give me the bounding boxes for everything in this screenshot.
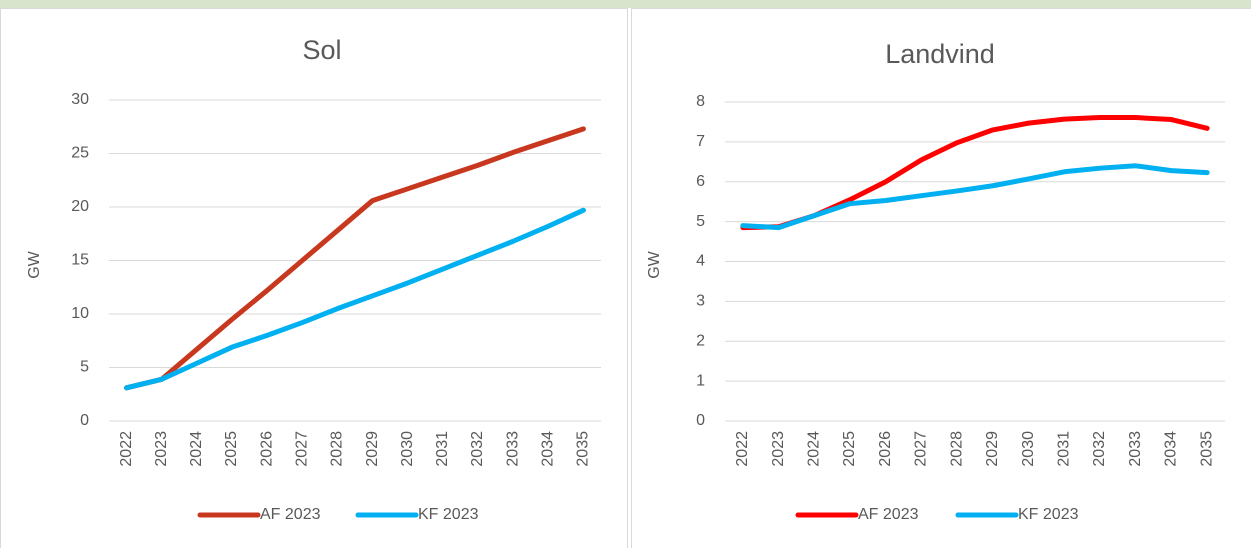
x-tick-label: 2023	[770, 431, 787, 467]
x-tick-label: 2033	[1127, 431, 1144, 467]
series-line	[740, 115, 1210, 231]
y-tick-label: 5	[696, 213, 705, 230]
x-tick-label: 2030	[399, 431, 416, 467]
y-tick-label: 5	[80, 359, 89, 376]
x-tick-label: 2029	[364, 431, 381, 467]
x-tick-label: 2024	[806, 431, 823, 467]
x-tick-label: 2035	[575, 431, 592, 467]
x-tick-label: 2027	[913, 431, 930, 467]
legend-label: KF 2023	[418, 506, 479, 523]
legend-label: AF 2023	[858, 506, 919, 523]
x-tick-label: 2032	[1091, 431, 1108, 467]
y-tick-label: 0	[696, 412, 705, 429]
top-strip	[0, 0, 1251, 8]
y-tick-label: 4	[696, 253, 705, 270]
series-line	[740, 163, 1210, 231]
y-axis-label: GW	[646, 250, 663, 278]
x-tick-label: 2032	[469, 431, 486, 467]
y-tick-label: 7	[696, 133, 705, 150]
y-tick-label: 3	[696, 293, 705, 310]
x-tick-label: 2028	[948, 431, 965, 467]
chart-title: Landvind	[885, 39, 995, 69]
x-tick-label: 2024	[188, 431, 205, 467]
y-tick-label: 0	[80, 412, 89, 429]
x-tick-label: 2026	[258, 431, 275, 467]
chart-title: Sol	[302, 35, 341, 65]
series-line	[124, 126, 586, 391]
y-tick-label: 15	[71, 252, 89, 269]
x-tick-label: 2022	[734, 431, 751, 467]
x-tick-label: 2022	[118, 431, 135, 467]
x-tick-label: 2025	[841, 431, 858, 467]
x-tick-label: 2027	[294, 431, 311, 467]
series-line	[124, 207, 586, 391]
y-tick-label: 1	[696, 372, 705, 389]
legend-label: AF 2023	[260, 506, 321, 523]
y-tick-label: 8	[696, 93, 705, 110]
y-tick-label: 10	[71, 305, 89, 322]
y-tick-label: 2	[696, 332, 705, 349]
x-tick-label: 2025	[223, 431, 240, 467]
panel-border	[631, 8, 1251, 548]
x-tick-label: 2034	[540, 431, 557, 467]
y-tick-label: 30	[71, 91, 89, 108]
panel-border	[0, 8, 628, 548]
x-tick-label: 2034	[1163, 431, 1180, 467]
x-tick-label: 2031	[1056, 431, 1073, 467]
x-tick-label: 2028	[329, 431, 346, 467]
x-tick-label: 2033	[504, 431, 521, 467]
y-axis-label: GW	[26, 250, 43, 278]
x-tick-label: 2029	[984, 431, 1001, 467]
y-tick-label: 20	[71, 198, 89, 215]
x-tick-label: 2031	[434, 431, 451, 467]
x-tick-label: 2026	[877, 431, 894, 467]
x-tick-label: 2023	[153, 431, 170, 467]
x-tick-label: 2035	[1198, 431, 1215, 467]
legend-label: KF 2023	[1018, 506, 1079, 523]
y-tick-label: 6	[696, 173, 705, 190]
y-tick-label: 25	[71, 145, 89, 162]
x-tick-label: 2030	[1020, 431, 1037, 467]
